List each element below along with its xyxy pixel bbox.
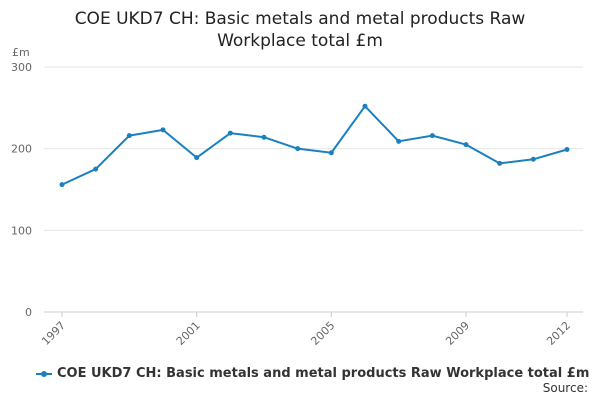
data-point-2003[interactable] <box>261 134 267 140</box>
data-point-2010[interactable] <box>497 160 503 166</box>
y-tick-label: 0 <box>25 306 32 319</box>
data-point-2000[interactable] <box>160 127 166 133</box>
source-label[interactable]: Source: <box>542 381 588 395</box>
data-point-1998[interactable] <box>93 166 99 172</box>
chart-title-line-1: COE UKD7 CH: Basic metals and metal prod… <box>74 9 526 29</box>
data-point-2005[interactable] <box>328 150 334 156</box>
series-line <box>61 105 568 186</box>
y-axis-ticks: 0 100 200 300 <box>11 61 32 319</box>
data-point-1997[interactable] <box>59 182 65 188</box>
data-point-2011[interactable] <box>530 156 536 162</box>
data-point-2006[interactable] <box>362 103 368 109</box>
x-tick-label: 2012 <box>544 319 573 348</box>
gridlines <box>44 66 583 313</box>
x-tick-label: 2009 <box>443 319 472 348</box>
chart-title: COE UKD7 CH: Basic metals and metal prod… <box>0 8 600 52</box>
x-tick-label: 2001 <box>174 319 203 348</box>
data-point-1999[interactable] <box>126 133 132 139</box>
series-group <box>59 103 570 188</box>
x-axis-ticks: 1997 2001 2005 2009 2012 <box>39 312 573 348</box>
legend-line-marker-icon <box>36 369 52 379</box>
data-point-2007[interactable] <box>396 138 402 144</box>
x-tick-label: 2005 <box>308 319 337 348</box>
y-unit-label: £m <box>12 46 30 59</box>
data-point-2009[interactable] <box>463 142 469 148</box>
data-point-2002[interactable] <box>227 130 233 136</box>
data-point-2012[interactable] <box>564 146 570 152</box>
chart-title-line-2: Workplace total £m <box>217 31 383 51</box>
data-point-2001[interactable] <box>194 155 200 161</box>
legend[interactable]: COE UKD7 CH: Basic metals and metal prod… <box>36 366 589 381</box>
legend-label: COE UKD7 CH: Basic metals and metal prod… <box>57 366 590 381</box>
data-point-2004[interactable] <box>295 146 301 152</box>
y-tick-label: 200 <box>11 143 32 156</box>
y-tick-label: 100 <box>11 224 32 237</box>
y-tick-label: 300 <box>11 61 32 74</box>
data-point-2008[interactable] <box>429 133 435 139</box>
x-tick-label: 1997 <box>39 319 68 348</box>
